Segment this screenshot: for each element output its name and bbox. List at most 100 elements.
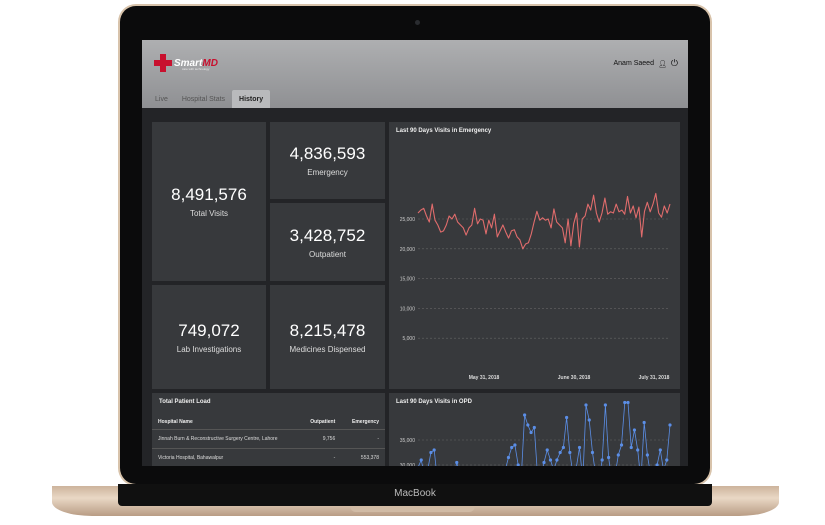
opd-data-point bbox=[542, 460, 546, 465]
table-row[interactable]: Victoria Hospital, Bahawalpur -553,378 bbox=[152, 448, 385, 466]
app-header: SmartMD care with technology Anam Saeed … bbox=[142, 40, 688, 108]
col-emergency[interactable]: Emergency bbox=[341, 415, 385, 430]
opd-data-point bbox=[545, 448, 549, 452]
stat-label: Total Visits bbox=[189, 209, 229, 218]
opd-data-point bbox=[558, 450, 562, 455]
logo: SmartMD care with technology bbox=[154, 54, 218, 72]
opd-data-point bbox=[419, 458, 423, 462]
x-tick-label: July 31, 2018 bbox=[639, 375, 670, 381]
opd-data-point bbox=[432, 448, 436, 452]
col-hospital[interactable]: Hospital Name bbox=[152, 415, 300, 430]
opd-data-point bbox=[655, 463, 659, 466]
opd-data-point bbox=[429, 450, 433, 455]
camera bbox=[415, 20, 420, 25]
opd-data-point bbox=[526, 423, 530, 427]
stat-value: 8,215,478 bbox=[289, 320, 366, 340]
laptop-label: MacBook bbox=[118, 484, 712, 506]
y-tick-label: 15,000 bbox=[400, 277, 416, 283]
y-tick-label: 20,000 bbox=[400, 247, 416, 253]
stat-label: Lab Investigations bbox=[176, 344, 242, 354]
stat-label: Medicines Dispensed bbox=[289, 344, 366, 354]
opd-data-point bbox=[510, 445, 514, 450]
stat-label: Emergency bbox=[307, 168, 348, 177]
opd-data-point bbox=[590, 450, 595, 455]
emergency-chart-card: Last 90 Days Visits in Emergency 5,000 10… bbox=[389, 122, 680, 389]
stat-label: Outpatient bbox=[309, 249, 346, 259]
stat-total-visits: 8,491,576 Total Visits bbox=[152, 122, 266, 281]
y-tick-label: 30,000 bbox=[400, 463, 416, 466]
cell: 553,378 bbox=[341, 448, 385, 466]
cell: Jinnah Burn & Reconstructive Surgery Cen… bbox=[152, 429, 300, 449]
opd-data-point bbox=[555, 458, 559, 462]
opd-data-point bbox=[665, 458, 669, 462]
opd-data-point bbox=[629, 445, 633, 450]
patient-load-table: Hospital Name Outpatient Emergency Jinnah … bbox=[152, 415, 385, 466]
screen: SmartMD care with technology Anam Saeed … bbox=[142, 40, 688, 466]
opd-chart: 30,000 35,000 bbox=[400, 400, 672, 466]
opd-data-point bbox=[636, 448, 640, 452]
tab-bar: Live Hospital Stats History bbox=[148, 90, 271, 108]
stat-value: 8,491,576 bbox=[171, 185, 247, 204]
emergency-chart: 5,000 10,000 15,000 20,000 25,000 May 31, 201… bbox=[400, 192, 671, 381]
opd-data-point bbox=[668, 423, 672, 427]
emergency-series-line bbox=[417, 192, 671, 250]
opd-data-point bbox=[607, 455, 611, 460]
medical-cross-icon bbox=[154, 54, 172, 72]
opd-data-point bbox=[513, 443, 517, 447]
tab-hospital-stats[interactable]: Hospital Stats bbox=[181, 96, 226, 103]
stat-medicines-dispensed: 8,215,478 Medicines Dispensed bbox=[270, 285, 385, 389]
chart-title: Last 90 Days Visits in Emergency bbox=[396, 128, 492, 134]
col-outpatient[interactable]: Outpatient bbox=[299, 415, 342, 430]
opd-data-point bbox=[568, 450, 572, 455]
opd-data-point bbox=[619, 443, 624, 447]
x-tick-label: May 31, 2018 bbox=[469, 375, 500, 381]
user-icon[interactable]: 👤︎ bbox=[657, 60, 667, 68]
cell: - bbox=[299, 448, 342, 466]
stat-value: 3,428,752 bbox=[289, 225, 366, 245]
user-area: Anam Saeed 👤︎ ⏻ bbox=[614, 58, 679, 69]
y-tick-label: 10,000 bbox=[400, 306, 416, 312]
opd-chart-card: Last 90 Days Visits in OPD 30,000 35,000 bbox=[389, 393, 680, 466]
opd-data-point bbox=[626, 400, 630, 405]
opd-data-point bbox=[600, 458, 604, 462]
tagline: care with technology bbox=[182, 67, 210, 71]
stat-value: 4,836,593 bbox=[289, 144, 366, 163]
opd-data-point bbox=[587, 418, 591, 422]
opd-data-point bbox=[642, 420, 646, 425]
opd-data-point bbox=[548, 458, 553, 462]
opd-data-point bbox=[645, 453, 649, 457]
opd-data-point bbox=[529, 430, 533, 435]
opd-data-point bbox=[532, 425, 536, 430]
cell: - bbox=[341, 429, 385, 449]
table-row[interactable]: Jinnah Burn & Reconstructive Surgery Cen… bbox=[152, 429, 385, 449]
opd-data-point bbox=[577, 445, 582, 450]
opd-data-point bbox=[506, 455, 511, 460]
stat-outpatient: 3,428,752 Outpatient bbox=[270, 203, 385, 281]
cell: Victoria Hospital, Bahawalpur bbox=[152, 448, 300, 466]
y-tick-label: 5,000 bbox=[402, 336, 415, 342]
cell: 9,756 bbox=[299, 429, 342, 449]
user-name[interactable]: Anam Saeed bbox=[613, 60, 654, 67]
opd-data-point bbox=[616, 453, 620, 457]
power-icon[interactable]: ⏻ bbox=[670, 58, 678, 68]
y-tick-label: 35,000 bbox=[400, 438, 416, 444]
patient-load-table-card: Total Patient Load Hospital Name Outpatie… bbox=[152, 393, 385, 466]
opd-data-point bbox=[603, 403, 607, 407]
table-title: Total Patient Load bbox=[159, 399, 211, 405]
opd-data-point bbox=[623, 400, 627, 405]
tab-live[interactable]: Live bbox=[155, 96, 168, 103]
stat-lab-investigations: 749,072 Lab Investigations bbox=[152, 285, 266, 389]
opd-data-point bbox=[523, 413, 527, 417]
brand-text-md: MD bbox=[202, 57, 218, 69]
y-tick-label: 25,000 bbox=[400, 217, 416, 223]
brand-text: Smart bbox=[174, 57, 203, 69]
x-tick-label: June 30, 2018 bbox=[558, 375, 591, 381]
laptop-notch bbox=[350, 506, 475, 512]
opd-data-point bbox=[455, 460, 459, 465]
opd-data-point bbox=[658, 448, 662, 452]
opd-data-point bbox=[516, 463, 520, 466]
tab-history[interactable]: History bbox=[232, 90, 271, 108]
chart-title: Last 90 Days Visits in OPD bbox=[396, 399, 472, 405]
opd-data-point bbox=[584, 403, 588, 407]
stat-value: 749,072 bbox=[178, 320, 240, 340]
